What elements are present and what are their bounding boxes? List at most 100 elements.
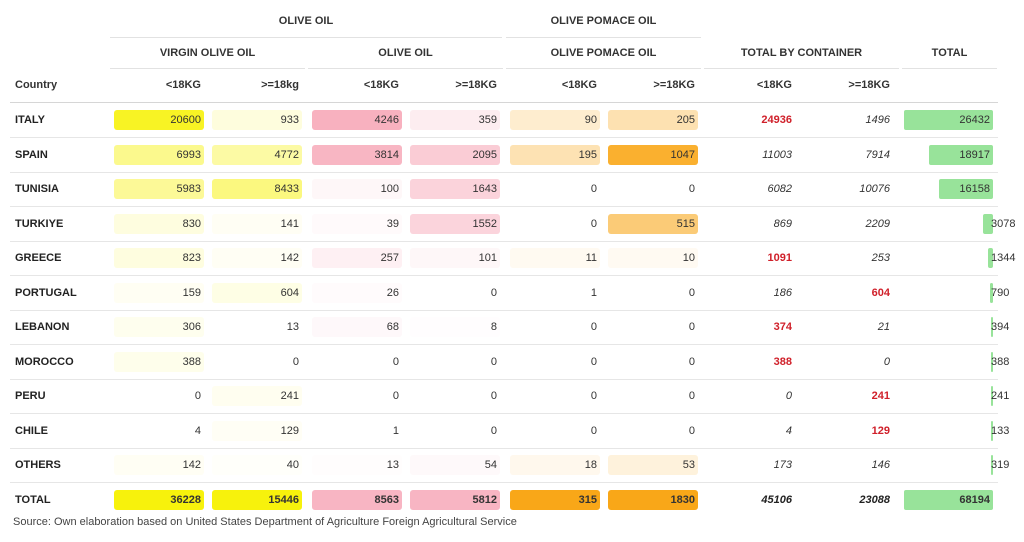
pomace-group-header: OLIVE POMACE OIL [550, 15, 657, 27]
value-cell-olive-ge: 0 [490, 287, 497, 299]
container-total-tot-lt: 374 [773, 321, 792, 333]
value-cell-pomace-ge: 0 [688, 390, 695, 402]
value-cell-pomace-ge: 53 [608, 455, 698, 475]
total-bar [983, 214, 993, 234]
value-cell-olive-lt: 13 [312, 455, 402, 475]
value-cell-pomace-lt: 0 [590, 356, 597, 368]
value-cell-virgin-lt: 142 [114, 455, 204, 475]
container-total-tot-ge: 0 [883, 356, 890, 368]
container-total-tot-lt: 11003 [762, 149, 792, 161]
container-total-tot-ge: 2209 [865, 218, 890, 230]
total-value: 790 [991, 287, 1010, 299]
country-label: PERU [15, 390, 46, 402]
value-cell-virgin-lt: 6993 [114, 145, 204, 165]
olive-pomace-oil-header: OLIVE POMACE OIL [550, 47, 657, 59]
container-total-tot-lt: 388 [773, 356, 792, 368]
value-cell-virgin-lt: 823 [114, 248, 204, 268]
container-total-tot-ge: 241 [871, 390, 890, 402]
olive-oil-header: OLIVE OIL [378, 47, 433, 59]
container-total-tot-ge: 146 [871, 459, 890, 471]
value-cell-pomace-ge: 0 [688, 287, 695, 299]
value-cell-olive-lt: 3814 [312, 145, 402, 165]
total-value: 1344 [991, 252, 1016, 264]
row-separator [10, 275, 998, 276]
container-total-tot-ge: 23088 [859, 494, 890, 506]
total-bar [904, 110, 993, 130]
column-label-olive-ge: >=18KG [455, 79, 497, 91]
container-total-tot-ge: 10076 [859, 183, 890, 195]
value-cell-pomace-lt: 1 [590, 287, 597, 299]
value-cell-olive-lt: 4246 [312, 110, 402, 130]
value-cell-pomace-lt: 18 [510, 455, 600, 475]
value-cell-virgin-lt: 5983 [114, 179, 204, 199]
total-bar [991, 386, 993, 406]
value-cell-virgin-ge: 129 [212, 421, 302, 441]
value-cell-pomace-lt: 0 [590, 390, 597, 402]
value-cell-olive-ge: 0 [490, 356, 497, 368]
value-cell-pomace-ge: 1047 [608, 145, 698, 165]
container-total-tot-lt: 45106 [761, 494, 792, 506]
total-bar [904, 490, 993, 510]
total-value: 319 [991, 459, 1010, 471]
row-separator [10, 310, 998, 311]
value-cell-olive-lt: 0 [392, 356, 399, 368]
value-cell-virgin-lt: 4 [194, 425, 201, 437]
value-cell-pomace-ge: 515 [608, 214, 698, 234]
value-cell-pomace-ge: 205 [608, 110, 698, 130]
value-cell-olive-lt: 8563 [312, 490, 402, 510]
value-cell-olive-ge: 1552 [410, 214, 500, 234]
sub-underline-olive [308, 68, 503, 69]
value-cell-olive-lt: 0 [392, 390, 399, 402]
value-cell-virgin-ge: 13 [286, 321, 299, 333]
value-cell-pomace-ge: 1830 [608, 490, 698, 510]
value-cell-olive-lt: 26 [312, 283, 402, 303]
value-cell-virgin-ge: 4772 [212, 145, 302, 165]
group-underline-pomace [506, 37, 701, 38]
value-cell-virgin-lt: 306 [114, 317, 204, 337]
container-total-tot-lt: 1091 [767, 252, 792, 264]
country-column-header: Country [15, 79, 58, 91]
container-total-tot-ge: 129 [871, 425, 890, 437]
value-cell-olive-lt: 257 [312, 248, 402, 268]
country-label: CHILE [15, 425, 48, 437]
value-cell-olive-ge: 54 [410, 455, 500, 475]
total-value: 241 [991, 390, 1010, 402]
container-total-tot-lt: 186 [773, 287, 792, 299]
value-cell-virgin-ge: 241 [212, 386, 302, 406]
value-cell-olive-ge: 0 [490, 425, 497, 437]
value-cell-pomace-lt: 0 [590, 321, 597, 333]
value-cell-olive-lt: 1 [392, 425, 399, 437]
value-cell-olive-ge: 8 [410, 317, 500, 337]
country-label: ITALY [15, 114, 45, 126]
header-bottom-line [10, 102, 998, 103]
column-label-pomace-lt: <18KG [561, 79, 597, 91]
country-label: MOROCCO [15, 356, 74, 368]
country-label: PORTUGAL [15, 287, 77, 299]
value-cell-olive-ge: 2095 [410, 145, 500, 165]
value-cell-virgin-ge: 40 [212, 455, 302, 475]
total-value: 3078 [991, 218, 1016, 230]
value-cell-pomace-ge: 0 [688, 425, 695, 437]
total-bar [939, 179, 993, 199]
total-bar [991, 421, 993, 441]
total-value: 68194 [959, 494, 990, 506]
olive-oil-group-header: OLIVE OIL [278, 15, 334, 27]
value-cell-pomace-ge: 0 [688, 356, 695, 368]
country-label: LEBANON [15, 321, 70, 333]
value-cell-olive-ge: 359 [410, 110, 500, 130]
row-separator [10, 448, 998, 449]
country-label: OTHERS [15, 459, 61, 471]
value-cell-pomace-lt: 0 [590, 218, 597, 230]
container-total-tot-lt: 0 [785, 390, 792, 402]
container-total-tot-ge: 604 [871, 287, 890, 299]
total-bar [991, 352, 993, 372]
value-cell-virgin-ge: 141 [212, 214, 302, 234]
value-cell-virgin-ge: 142 [212, 248, 302, 268]
column-label-tot-ge: >=18KG [848, 79, 890, 91]
total-value: 26432 [959, 114, 990, 126]
value-cell-olive-lt: 39 [312, 214, 402, 234]
value-cell-pomace-lt: 90 [510, 110, 600, 130]
container-total-tot-lt: 24936 [761, 114, 792, 126]
value-cell-olive-ge: 5812 [410, 490, 500, 510]
container-total-tot-lt: 4 [785, 425, 792, 437]
